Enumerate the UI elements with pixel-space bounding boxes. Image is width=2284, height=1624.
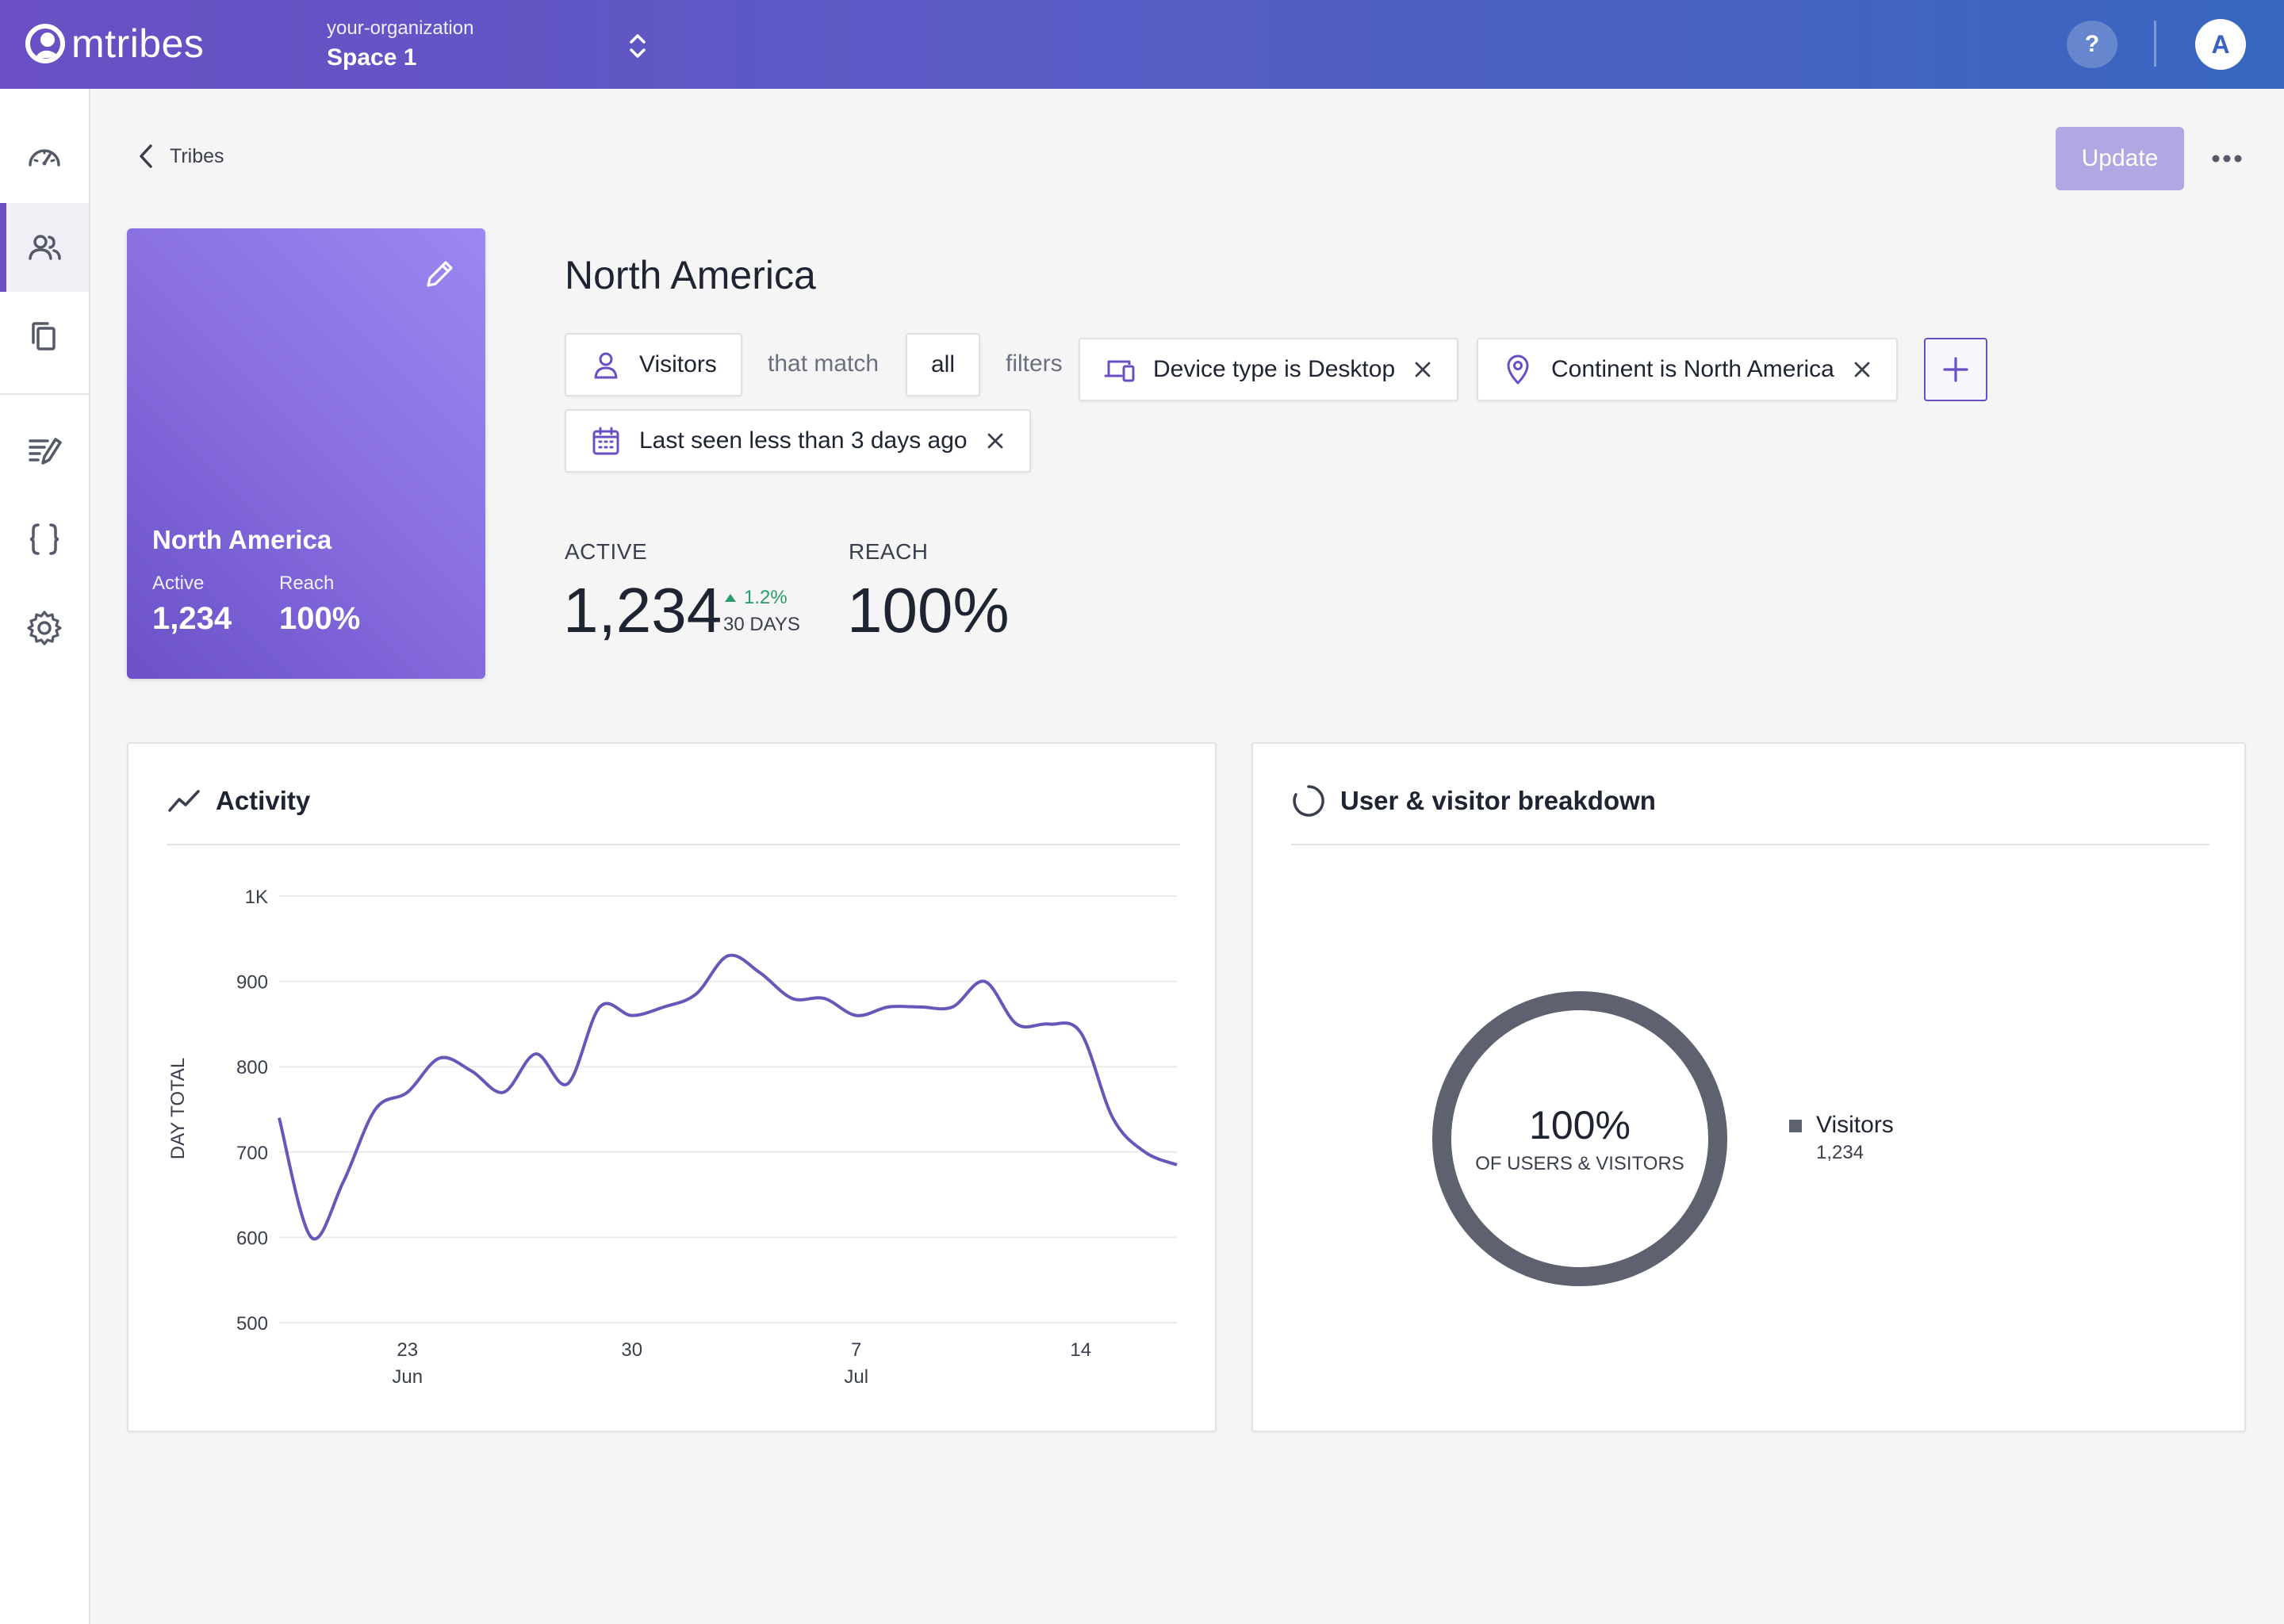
breakdown-title: User & visitor breakdown xyxy=(1340,786,1656,815)
sidebar-item-collections[interactable] xyxy=(0,292,89,381)
match-mode-selector[interactable]: all xyxy=(906,333,981,396)
chevron-up-down-icon[interactable] xyxy=(623,30,652,62)
filter-chip-device-label: Device type is Desktop xyxy=(1153,356,1396,382)
active-stat-label: ACTIVE xyxy=(565,539,648,564)
that-match-text: that match xyxy=(768,350,879,377)
close-icon[interactable] xyxy=(985,431,1006,451)
audience-label: Visitors xyxy=(639,351,717,377)
close-icon[interactable] xyxy=(1852,359,1872,380)
sidebar-separator xyxy=(0,393,89,395)
reach-stat-value: 100% xyxy=(847,575,1010,645)
gear-icon xyxy=(27,611,62,645)
chevron-left-icon xyxy=(140,144,152,168)
breakdown-panel-header: User & visitor breakdown xyxy=(1291,783,1656,818)
help-button[interactable]: ? xyxy=(2067,21,2117,68)
donut-chart-icon xyxy=(1293,785,1324,817)
sidebar-item-editor[interactable] xyxy=(0,406,89,495)
match-mode-label: all xyxy=(931,351,956,377)
trending-up-icon xyxy=(168,790,200,812)
logo[interactable]: mtribes xyxy=(24,17,204,70)
filter-chip-last-seen-label: Last seen less than 3 days ago xyxy=(639,427,968,454)
tribe-card-reach: Reach 100% xyxy=(279,573,360,637)
activity-title: Activity xyxy=(216,786,311,815)
tribe-card-active-label: Active xyxy=(152,573,205,594)
plus-icon xyxy=(1943,357,1968,382)
tribe-card-reach-value: 100% xyxy=(279,601,361,636)
sidebar-item-tribes[interactable] xyxy=(0,203,89,292)
top-bar: mtribes your-organization Space 1 ? A xyxy=(0,0,2284,89)
org-name: your-organization xyxy=(327,17,474,39)
filter-chip-continent[interactable]: Continent is North America xyxy=(1477,338,1898,401)
edit-list-icon xyxy=(29,438,62,465)
donut-center-value: 100% xyxy=(1529,1103,1631,1147)
page-title: North America xyxy=(565,253,816,297)
logo-text: mtribes xyxy=(71,21,205,66)
code-braces-icon xyxy=(29,523,59,555)
tribe-card-active: Active 1,234 xyxy=(152,573,232,637)
tribe-card-active-value: 1,234 xyxy=(152,601,232,636)
space-name: Space 1 xyxy=(327,44,417,71)
legend-swatch-visitors xyxy=(1789,1120,1802,1132)
add-filter-button[interactable] xyxy=(1924,338,1987,401)
legend-label-visitors: Visitors xyxy=(1816,1112,1894,1138)
donut-center-label: OF USERS & VISITORS xyxy=(1475,1153,1684,1174)
tribe-card-reach-label: Reach xyxy=(279,573,335,594)
audience-selector[interactable]: Visitors xyxy=(565,333,742,396)
sidebar xyxy=(0,89,90,1624)
users-icon xyxy=(29,235,61,260)
top-divider xyxy=(2154,21,2156,67)
mtribes-logo-icon xyxy=(25,24,65,63)
calendar-icon xyxy=(592,427,619,455)
sidebar-item-settings[interactable] xyxy=(0,584,89,672)
avatar[interactable]: A xyxy=(2195,19,2246,70)
close-icon[interactable] xyxy=(1412,359,1433,380)
filter-chip-last-seen[interactable]: Last seen less than 3 days ago xyxy=(565,409,1031,473)
speedometer-icon xyxy=(29,149,60,167)
donut-center: 100% OF USERS & VISITORS xyxy=(1437,1102,1723,1175)
active-stat-value: 1,234 xyxy=(563,575,722,645)
breadcrumb-label: Tribes xyxy=(170,144,224,167)
filters-text: filters xyxy=(1006,350,1063,377)
space-selector[interactable]: your-organization Space 1 xyxy=(327,17,473,71)
devices-icon xyxy=(1104,360,1135,382)
breakdown-divider xyxy=(1291,844,2209,845)
active-stat-delta-period: 30 DAYS xyxy=(723,614,800,635)
more-options-button[interactable] xyxy=(2206,140,2248,178)
filter-chip-device[interactable]: Device type is Desktop xyxy=(1079,338,1459,401)
legend-value-visitors: 1,234 xyxy=(1816,1142,1864,1163)
activity-divider xyxy=(167,844,1180,845)
active-stat-delta-value: 1.2% xyxy=(744,587,788,608)
update-button[interactable]: Update xyxy=(2056,127,2184,190)
tribe-card-title: North America xyxy=(152,525,332,554)
activity-panel: Activity xyxy=(127,742,1217,1432)
active-stat-delta: 1.2% xyxy=(723,587,788,609)
sidebar-item-developer[interactable] xyxy=(0,495,89,584)
breadcrumb-back[interactable]: Tribes xyxy=(135,143,224,170)
activity-panel-header: Activity xyxy=(167,783,310,818)
location-pin-icon xyxy=(1507,354,1529,385)
triangle-up-icon xyxy=(725,594,736,602)
pencil-icon[interactable] xyxy=(422,257,457,292)
tribe-card: North America Active 1,234 Reach 100% xyxy=(127,228,485,679)
more-horizontal-icon xyxy=(2212,155,2242,163)
filter-chip-continent-label: Continent is North America xyxy=(1551,356,1834,382)
user-icon xyxy=(594,352,618,379)
sidebar-item-dashboard[interactable] xyxy=(0,114,89,203)
reach-stat-label: REACH xyxy=(849,539,929,564)
sidebar-nav xyxy=(0,89,89,1624)
copy-icon xyxy=(32,322,56,350)
breakdown-panel: User & visitor breakdown xyxy=(1251,742,2246,1432)
